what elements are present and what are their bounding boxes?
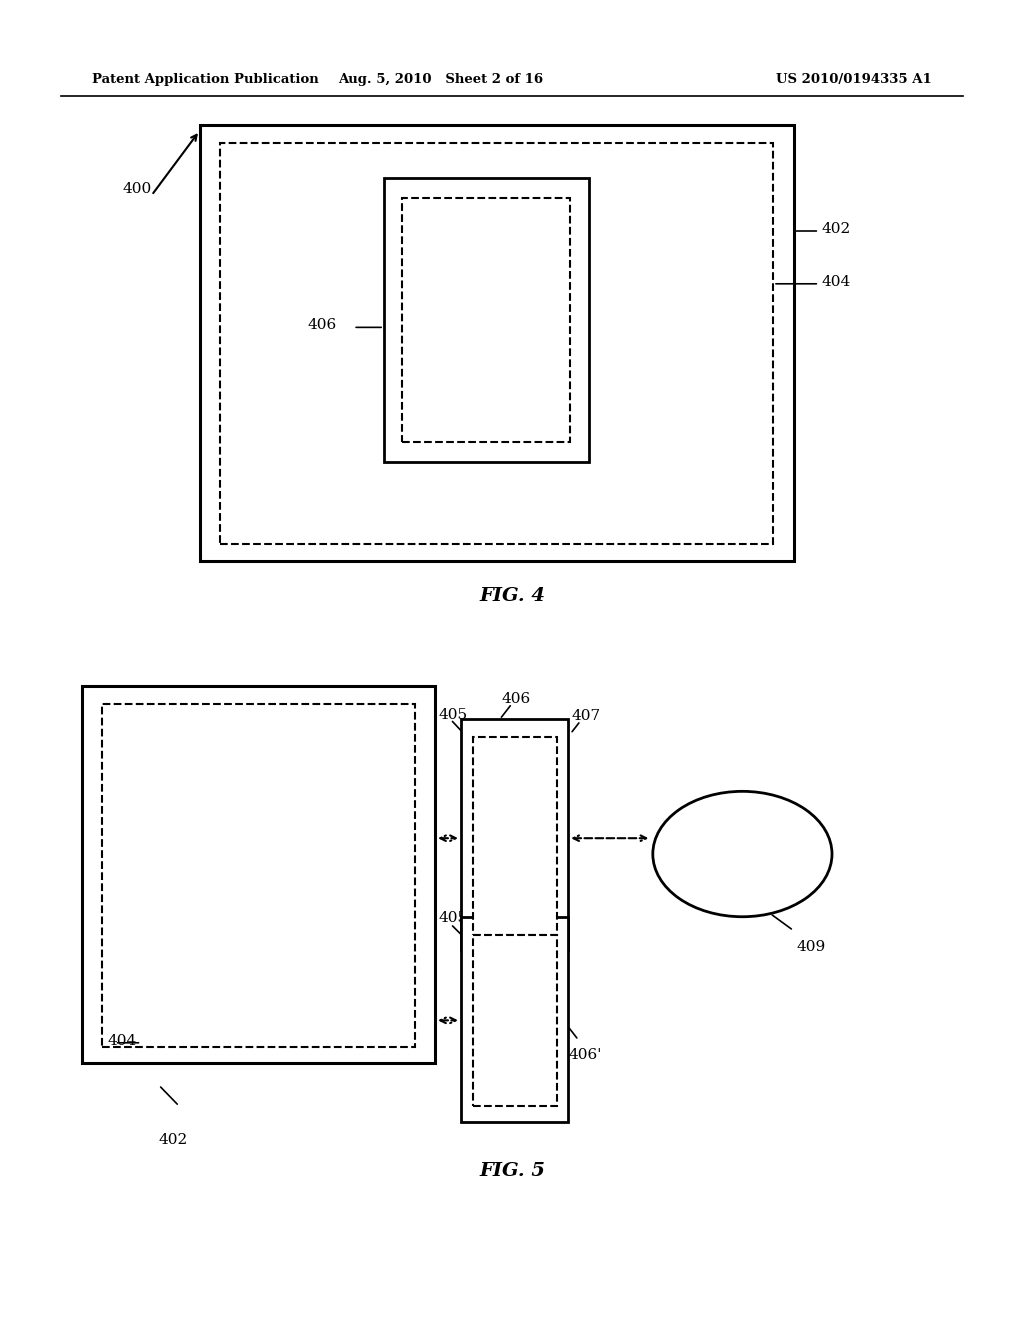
FancyBboxPatch shape xyxy=(82,686,435,1063)
Bar xyxy=(102,704,415,1047)
Text: 407: 407 xyxy=(571,709,600,723)
Text: Network: Network xyxy=(709,847,776,861)
FancyBboxPatch shape xyxy=(384,178,589,462)
Text: 409: 409 xyxy=(797,940,826,954)
FancyBboxPatch shape xyxy=(461,917,568,1122)
Text: 402: 402 xyxy=(159,1133,188,1147)
Bar xyxy=(402,198,570,442)
Text: 406: 406 xyxy=(307,318,337,333)
Text: 406: 406 xyxy=(502,692,531,706)
Text: 405: 405 xyxy=(438,708,467,722)
Bar xyxy=(473,935,557,1106)
Bar xyxy=(473,737,557,935)
Text: US 2010/0194335 A1: US 2010/0194335 A1 xyxy=(776,73,932,86)
Ellipse shape xyxy=(653,792,831,916)
Text: 405': 405' xyxy=(438,911,471,925)
FancyBboxPatch shape xyxy=(200,125,794,561)
Text: 408: 408 xyxy=(456,337,484,351)
Bar xyxy=(220,143,773,544)
Text: 404: 404 xyxy=(821,275,851,289)
Text: Aug. 5, 2010   Sheet 2 of 16: Aug. 5, 2010 Sheet 2 of 16 xyxy=(338,73,543,86)
Text: 402: 402 xyxy=(821,222,851,236)
Text: 406': 406' xyxy=(568,1048,602,1063)
Text: Patent Application Publication: Patent Application Publication xyxy=(92,73,318,86)
Text: 400: 400 xyxy=(123,182,153,197)
Text: FIG. 4: FIG. 4 xyxy=(479,587,545,606)
Text: 404: 404 xyxy=(108,1034,137,1048)
FancyBboxPatch shape xyxy=(461,719,568,950)
Text: FIG. 5: FIG. 5 xyxy=(479,1162,545,1180)
